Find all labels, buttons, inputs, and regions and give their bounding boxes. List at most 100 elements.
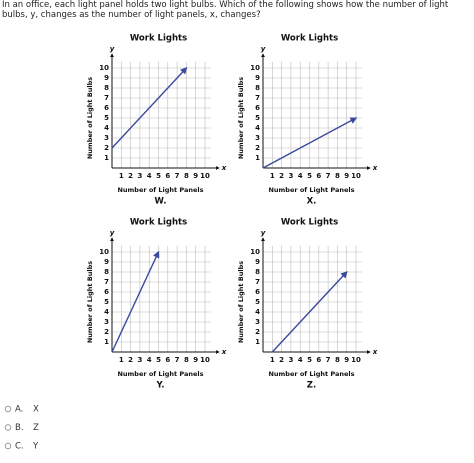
x-tick-label: 2 (279, 356, 284, 364)
y-tick-label: 1 (255, 338, 260, 346)
x-tick-label: 7 (326, 172, 331, 180)
y-tick-label: 5 (255, 114, 260, 122)
y-tick-label: 2 (104, 144, 109, 152)
x-tick-label: 4 (147, 172, 152, 180)
y-tick-label: 3 (104, 318, 109, 326)
y-tick-label: 6 (255, 104, 260, 112)
y-tick-label: 2 (255, 144, 260, 152)
x-tick-label: 8 (184, 356, 189, 364)
x-tick-label: 4 (147, 356, 152, 364)
option-letter[interactable]: C. (15, 442, 24, 452)
y-tick-label: 1 (255, 154, 260, 162)
x-tick-label: 3 (288, 172, 293, 180)
x-tick-label: 6 (316, 356, 321, 364)
x-tick-label: 1 (119, 172, 124, 180)
x-axis-label: Number of Light Panels (268, 370, 354, 378)
x-tick-label: 1 (270, 172, 275, 180)
y-axis-letter: y (110, 229, 115, 237)
x-tick-label: 4 (298, 172, 303, 180)
y-tick-label: 8 (255, 268, 260, 276)
y-tick-label: 3 (255, 134, 260, 142)
y-tick-label: 10 (99, 64, 109, 72)
x-tick-label: 5 (156, 356, 161, 364)
y-tick-label: 8 (104, 84, 109, 92)
y-tick-label: 3 (255, 318, 260, 326)
x-tick-label: 8 (335, 172, 340, 180)
x-tick-label: 3 (137, 356, 142, 364)
radio-button[interactable] (4, 405, 12, 413)
y-axis-letter: y (110, 45, 115, 53)
y-axis-label: Number of Light Bulbs (237, 261, 245, 343)
y-tick-label: 6 (104, 104, 109, 112)
y-tick-label: 2 (104, 328, 109, 336)
x-tick-label: 5 (307, 172, 312, 180)
y-tick-label: 7 (255, 278, 260, 286)
y-tick-label: 8 (255, 84, 260, 92)
x-tick-label: 2 (128, 356, 133, 364)
x-tick-label: 9 (344, 172, 349, 180)
y-tick-label: 4 (255, 308, 260, 316)
y-tick-label: 1 (104, 338, 109, 346)
x-tick-label: 10 (200, 356, 210, 364)
y-tick-label: 5 (104, 298, 109, 306)
y-tick-label: 10 (250, 248, 260, 256)
option-letter[interactable]: A. (15, 405, 23, 415)
x-axis-label: Number of Light Panels (268, 186, 354, 194)
y-tick-label: 3 (104, 134, 109, 142)
radio-button[interactable] (4, 442, 12, 450)
radio-button[interactable] (4, 424, 12, 431)
x-tick-label: 10 (200, 172, 210, 180)
x-axis-label: Number of Light Panels (117, 370, 203, 378)
y-tick-label: 6 (104, 288, 109, 296)
x-axis-letter: x (372, 164, 378, 172)
y-tick-label: 4 (255, 124, 260, 132)
x-tick-label: 10 (351, 172, 361, 180)
y-tick-label: 4 (104, 124, 109, 132)
y-tick-label: 9 (255, 258, 260, 266)
line (271, 270, 348, 353)
y-tick-label: 8 (104, 268, 109, 276)
y-tick-label: 7 (255, 94, 260, 102)
chart-title: Work Lights (281, 34, 338, 44)
chart-title: Work Lights (281, 218, 338, 228)
option-text[interactable]: X (33, 405, 39, 415)
x-tick-label: 1 (119, 356, 124, 364)
y-tick-label: 7 (104, 94, 109, 102)
x-tick-label: 5 (307, 356, 312, 364)
x-tick-label: 1 (270, 356, 275, 364)
option-letter[interactable]: B. (15, 423, 24, 433)
y-tick-label: 10 (250, 64, 260, 72)
chart-title: Work Lights (130, 34, 187, 44)
x-tick-label: 7 (175, 172, 180, 180)
y-tick-label: 6 (255, 288, 260, 296)
y-tick-label: 7 (104, 278, 109, 286)
question: In an office, each light panel holds two… (2, 0, 449, 20)
y-tick-label: 10 (99, 248, 109, 256)
x-tick-label: 7 (175, 356, 180, 364)
x-tick-label: 6 (316, 172, 321, 180)
caption: Z. (307, 381, 316, 391)
x-axis-letter: x (372, 348, 378, 356)
x-tick-label: 3 (137, 172, 142, 180)
y-axis-letter: y (261, 229, 266, 237)
x-tick-label: 10 (351, 356, 361, 364)
option-text[interactable]: Y (32, 442, 39, 452)
x-tick-label: 2 (279, 172, 284, 180)
x-axis-letter: x (221, 348, 227, 356)
caption: W. (155, 197, 167, 207)
y-tick-label: 4 (104, 308, 109, 316)
line (111, 250, 160, 353)
y-axis-label: Number of Light Bulbs (237, 77, 245, 159)
x-tick-label: 4 (298, 356, 303, 364)
x-tick-label: 9 (193, 172, 198, 180)
x-axis-label: Number of Light Panels (117, 186, 203, 194)
y-tick-label: 9 (255, 74, 260, 82)
option-text[interactable]: Z (33, 423, 39, 433)
chart-title: Work Lights (130, 218, 187, 228)
y-tick-label: 9 (104, 74, 109, 82)
x-axis-letter: x (221, 164, 227, 172)
y-tick-label: 9 (104, 258, 109, 266)
caption: Y. (156, 381, 165, 391)
x-tick-label: 6 (165, 356, 170, 364)
